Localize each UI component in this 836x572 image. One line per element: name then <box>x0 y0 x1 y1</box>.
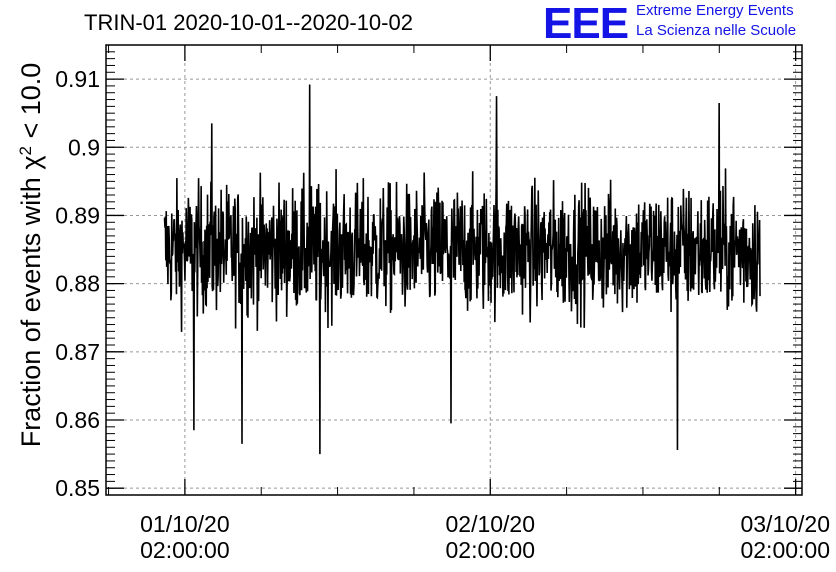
x-axis: 01/10/2002:00:0002/10/2002:00:0003/10/20… <box>108 45 830 563</box>
x-tick-date-0: 01/10/20 <box>140 511 230 537</box>
y-tick-label-2: 0.87 <box>55 339 100 365</box>
x-tick-time-2: 02:00:00 <box>740 537 830 563</box>
y-axis-label-tail: < 10.0 <box>16 63 46 146</box>
x-tick-time-1: 02:00:00 <box>445 537 535 563</box>
logo-caption-line2: La Scienza nelle Scuole <box>636 22 797 39</box>
chart-title: TRIN-01 2020-10-01--2020-10-02 <box>84 10 413 35</box>
y-axis-label-main: Fraction of events with χ <box>16 156 46 448</box>
y-tick-label-5: 0.9 <box>68 134 100 160</box>
y-axis-label: Fraction of events with χ2 < 10.0 <box>16 63 47 448</box>
eee-logo: EEE <box>543 0 629 48</box>
y-axis: 0.85 0.86 0.87 0.88 0.89 0.9 0.91 <box>55 44 802 501</box>
x-tick-date-2: 03/10/20 <box>740 511 830 537</box>
series-line <box>163 84 761 455</box>
x-tick-time-0: 02:00:00 <box>140 537 230 563</box>
data-series-path <box>163 84 761 455</box>
logo-caption-line1: Extreme Energy Events <box>636 2 794 19</box>
y-tick-label-3: 0.88 <box>55 271 100 297</box>
x-tick-date-1: 02/10/20 <box>445 511 535 537</box>
y-tick-label-6: 0.91 <box>55 66 100 92</box>
y-axis-label-sup: 2 <box>16 146 35 155</box>
y-tick-label-0: 0.85 <box>55 475 100 501</box>
y-tick-label-1: 0.86 <box>55 407 100 433</box>
y-tick-label-4: 0.89 <box>55 202 100 228</box>
